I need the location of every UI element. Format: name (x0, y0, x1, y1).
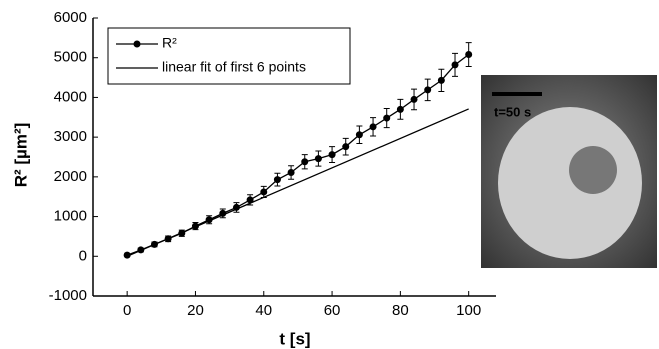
point (260, 188, 267, 195)
y-tick-label: 2000 (54, 168, 87, 185)
chart: t=50 s t [s] R² [µm²] -10000100020003000… (0, 0, 659, 349)
series-line (127, 55, 469, 256)
point (356, 131, 363, 138)
y-tick-label: -1000 (49, 287, 87, 304)
point (383, 115, 390, 122)
y-tick-label: 1000 (54, 208, 87, 225)
x-tick-label: 100 (456, 302, 481, 319)
y-tick-label: 6000 (54, 9, 87, 26)
y-tick-label: 4000 (54, 88, 87, 105)
point (342, 143, 349, 150)
point (370, 123, 377, 130)
point (301, 158, 308, 165)
y-tick-label: 0 (79, 247, 87, 264)
point (424, 86, 431, 93)
legend-text: R² (162, 35, 177, 51)
point (329, 151, 336, 158)
point (288, 169, 295, 176)
point (411, 96, 418, 103)
x-axis-title: t [s] (279, 329, 310, 348)
y-tick-label: 3000 (54, 128, 87, 145)
point (438, 77, 445, 84)
x-tick-label: 40 (255, 302, 272, 319)
inset-label: t=50 s (494, 104, 531, 119)
point (397, 106, 404, 113)
x-tick-label: 80 (392, 302, 409, 319)
legend-box (108, 28, 350, 84)
x-tick-label: 0 (123, 302, 131, 319)
point (452, 61, 459, 68)
point (274, 176, 281, 183)
point (315, 155, 322, 162)
series-line (127, 109, 469, 256)
y-tick-label: 5000 (54, 49, 87, 66)
legend-text: linear fit of first 6 points (162, 59, 306, 75)
x-tick-label: 60 (324, 302, 341, 319)
legend-marker (134, 41, 141, 48)
y-axis-title: R² [µm²] (11, 123, 30, 188)
x-tick-label: 20 (187, 302, 204, 319)
point (465, 51, 472, 58)
